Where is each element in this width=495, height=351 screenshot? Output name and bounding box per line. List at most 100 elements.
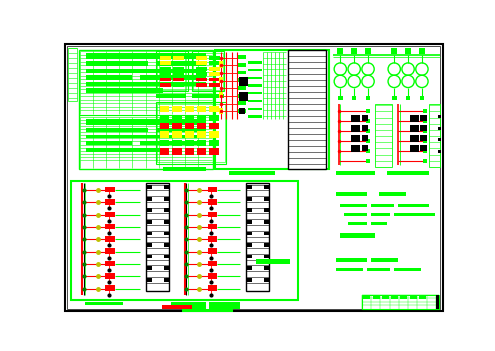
Bar [192, 51, 224, 91]
Bar [105, 224, 115, 229]
Bar [208, 261, 217, 266]
Bar [160, 106, 169, 112]
Bar [248, 115, 262, 118]
Bar [197, 148, 206, 154]
Bar [209, 131, 219, 138]
Bar [160, 78, 171, 81]
Bar [86, 53, 205, 59]
Bar [239, 92, 248, 101]
Bar [362, 145, 368, 151]
Bar [238, 109, 246, 113]
Bar [160, 83, 171, 87]
Bar [164, 185, 169, 189]
Bar [162, 305, 193, 309]
Bar [423, 129, 427, 133]
Bar [400, 296, 407, 299]
Bar [247, 278, 252, 282]
Bar [420, 145, 427, 151]
Bar [238, 55, 246, 59]
Bar [391, 296, 398, 299]
Bar [409, 125, 419, 132]
Bar [147, 266, 151, 270]
Bar [247, 254, 252, 258]
Bar [238, 71, 246, 74]
Bar [172, 123, 182, 129]
Bar [423, 119, 427, 123]
Bar [209, 305, 240, 309]
Bar [351, 48, 357, 54]
Bar [160, 148, 169, 154]
Bar [248, 100, 262, 102]
Bar [185, 131, 194, 138]
Bar [105, 249, 115, 254]
Bar [172, 114, 182, 121]
Bar [209, 140, 219, 146]
Bar [409, 114, 419, 122]
Bar [147, 243, 151, 247]
Bar [247, 243, 252, 247]
Bar [248, 107, 262, 110]
Bar [219, 92, 223, 98]
Bar [197, 78, 207, 81]
Bar [371, 222, 387, 225]
Bar [394, 213, 421, 216]
Bar [155, 102, 226, 164]
Bar [209, 56, 220, 60]
Bar [105, 187, 115, 192]
Bar [171, 302, 205, 305]
Bar [164, 278, 169, 282]
Bar [192, 94, 224, 98]
Bar [68, 47, 77, 101]
Bar [406, 96, 410, 100]
Bar [185, 106, 194, 112]
Bar [219, 61, 223, 67]
Bar [429, 104, 441, 167]
Bar [382, 296, 389, 299]
Bar [86, 75, 133, 80]
Bar [172, 140, 182, 146]
Bar [352, 96, 356, 100]
Bar [238, 86, 246, 90]
Bar [85, 302, 123, 305]
Bar [193, 53, 223, 90]
Bar [351, 125, 360, 132]
Bar [238, 94, 246, 98]
Bar [264, 220, 269, 224]
Bar [160, 56, 171, 60]
Bar [420, 96, 424, 100]
Bar [366, 119, 370, 123]
Bar [344, 213, 367, 216]
Bar [409, 134, 419, 142]
Bar [140, 141, 205, 145]
Bar [409, 145, 419, 152]
Bar [405, 48, 411, 54]
Bar [140, 75, 205, 80]
Bar [209, 61, 220, 65]
Bar [147, 208, 151, 212]
Bar [160, 123, 169, 129]
Bar [197, 123, 206, 129]
Bar [366, 109, 370, 113]
Bar [197, 83, 207, 87]
Bar [219, 77, 223, 83]
Bar [173, 78, 184, 81]
Bar [171, 305, 205, 309]
Bar [219, 107, 223, 114]
Bar [209, 67, 220, 71]
Bar [255, 259, 290, 264]
Bar [197, 140, 206, 146]
Bar [438, 127, 441, 130]
Bar [164, 220, 169, 224]
Bar [248, 69, 262, 71]
Bar [155, 61, 205, 66]
Bar [373, 296, 380, 299]
Bar [147, 278, 151, 282]
Bar [208, 236, 217, 241]
Bar [155, 94, 186, 98]
Bar [164, 266, 169, 270]
Bar [420, 134, 427, 141]
Bar [248, 77, 262, 79]
Bar [147, 197, 151, 201]
Bar [197, 67, 207, 71]
Bar [375, 104, 392, 167]
